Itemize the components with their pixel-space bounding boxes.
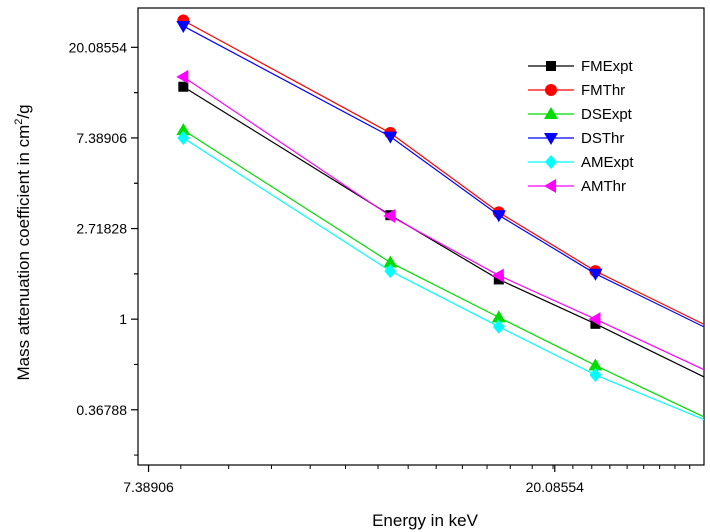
legend-entry-FMThr: FMThr [528, 82, 625, 99]
y-axis-title-tail: /g [14, 104, 33, 118]
data-point-AMExpt [177, 131, 190, 146]
y-axis-title: Mass attenuation coefficient in cm2/g [13, 104, 33, 380]
data-point-AMExpt [384, 264, 397, 279]
y-tick-label: 2.71828 [76, 221, 127, 237]
y-tick-label: 7.38906 [76, 130, 127, 146]
axis-ticks: 0.36788 1 2.71828 7.38906 20.08554 7.38906 20.… [69, 39, 691, 495]
legend-label: AMExpt [581, 154, 634, 171]
legend-label: AMThr [581, 178, 626, 195]
series-layer [176, 14, 704, 421]
legend-marker [544, 179, 556, 193]
data-point-DSThr [383, 131, 398, 144]
series-DSThr [176, 21, 704, 328]
data-point-DSExpt [383, 255, 398, 268]
series-line-FMExpt [183, 86, 704, 378]
legend-marker [544, 107, 558, 119]
legend-entry-DSExpt: DSExpt [528, 106, 633, 123]
x-axis-title: Energy in keV [372, 511, 478, 530]
data-point-AMThr [491, 268, 504, 283]
x-tick-label: 7.38906 [123, 479, 174, 495]
data-point-FMExpt [590, 318, 601, 329]
series-DSExpt [176, 123, 704, 418]
y-axis-title-main: Mass attenuation coefficient in cm [14, 125, 33, 381]
legend-marker [545, 84, 557, 96]
series-AMThr [176, 69, 704, 371]
legend-entry-DSThr: DSThr [528, 130, 624, 147]
data-point-DSExpt [588, 358, 603, 371]
legend-label: DSExpt [581, 106, 633, 123]
data-point-DSThr [176, 21, 191, 34]
y-tick-label: 20.08554 [69, 39, 128, 55]
legend-entry-AMThr: AMThr [528, 178, 626, 195]
plot-frame [137, 7, 705, 466]
legend-label: FMExpt [581, 58, 634, 75]
data-point-AMThr [176, 69, 189, 84]
series-line-FMThr [183, 19, 704, 326]
legend-marker [546, 61, 556, 71]
legend-entry-FMExpt: FMExpt [528, 58, 634, 75]
series-AMExpt [177, 131, 704, 421]
data-point-AMExpt [492, 319, 505, 334]
series-line-AMThr [182, 76, 704, 371]
data-point-FMExpt [178, 81, 189, 92]
data-point-AMExpt [589, 367, 602, 382]
x-tick-label: 20.08554 [526, 479, 585, 495]
legend-label: FMThr [581, 82, 625, 99]
data-point-DSThr [491, 210, 506, 223]
data-point-DSThr [588, 268, 603, 281]
series-line-AMExpt [183, 137, 704, 421]
data-point-AMThr [588, 312, 601, 327]
legend-marker [544, 133, 558, 145]
legend-marker [545, 155, 557, 169]
series-line-DSThr [183, 25, 704, 328]
legend: FMExpt FMThr DSExpt DSThr AMExpt AMThr [528, 58, 634, 195]
y-tick-label: 1 [119, 311, 127, 327]
data-point-AMThr [383, 209, 396, 224]
legend-entry-AMExpt: AMExpt [528, 154, 634, 171]
series-line-DSExpt [183, 129, 704, 418]
series-FMExpt [178, 81, 704, 378]
y-tick-label: 0.36788 [76, 402, 127, 418]
y-axis-title-superscript: 2 [13, 119, 25, 125]
data-point-DSExpt [491, 310, 506, 323]
data-point-DSExpt [176, 123, 191, 136]
legend-label: DSThr [581, 130, 624, 147]
